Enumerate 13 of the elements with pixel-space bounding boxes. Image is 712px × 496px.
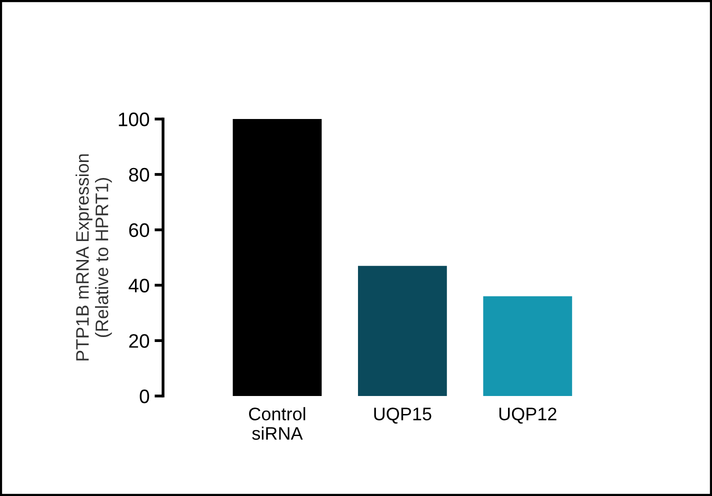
y-tick-label: 60: [129, 223, 150, 238]
x-tick-label: UQP12: [499, 408, 556, 424]
y-tick-label: 0: [140, 389, 150, 404]
bar: [358, 266, 447, 396]
x-tick-label: Control siRNA: [249, 407, 306, 440]
bar: [232, 119, 322, 396]
y-tick-label: 40: [128, 278, 150, 292]
y-axis-title: PTP1B mRNA Expression (Relative to HPRT1): [76, 154, 112, 360]
bar: [483, 296, 572, 396]
y-tick-label: 100: [118, 112, 150, 126]
x-tick-label: UQP15: [374, 408, 432, 424]
y-tick-label: 20: [129, 334, 150, 348]
y-tick-label: 80: [129, 168, 150, 182]
